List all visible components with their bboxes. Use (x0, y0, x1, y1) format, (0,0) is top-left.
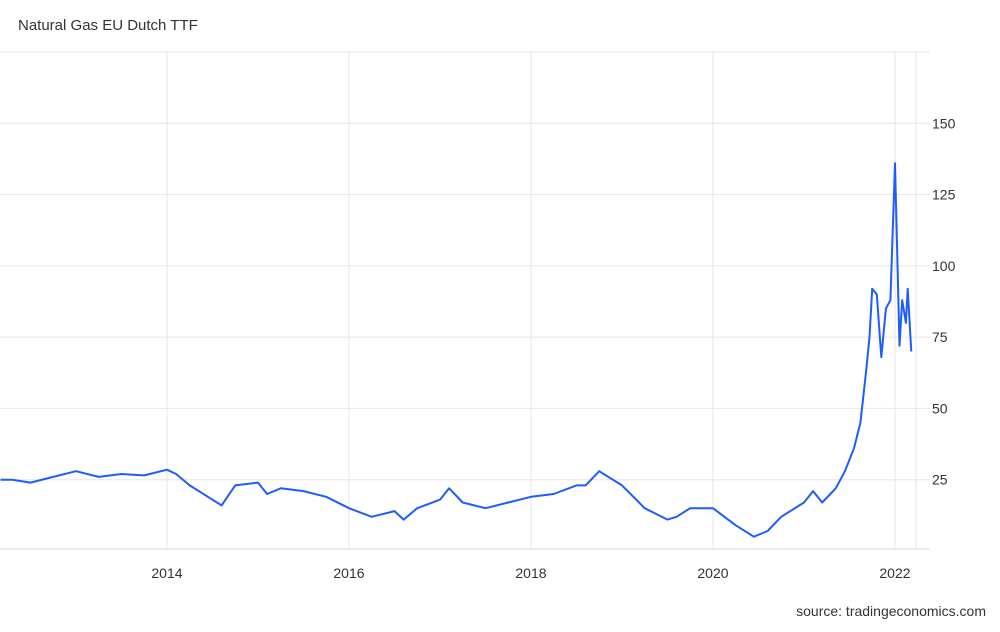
y-tick-label: 150 (932, 115, 956, 131)
y-tick-label: 25 (932, 472, 948, 488)
y-tick-label: 125 (932, 187, 956, 203)
chart-title: Natural Gas EU Dutch TTF (18, 17, 198, 34)
x-tick-label: 2016 (333, 565, 364, 581)
source-note: source: tradingeconomics.com (796, 603, 986, 619)
x-tick-label: 2018 (515, 565, 546, 581)
x-tick-label: 2020 (697, 565, 728, 581)
y-tick-label: 50 (932, 400, 948, 416)
price-line (0, 162, 913, 538)
y-tick-label: 75 (932, 329, 948, 345)
x-tick-label: 2014 (151, 565, 182, 581)
x-tick-label: 2022 (879, 565, 910, 581)
y-tick-label: 100 (932, 258, 956, 274)
